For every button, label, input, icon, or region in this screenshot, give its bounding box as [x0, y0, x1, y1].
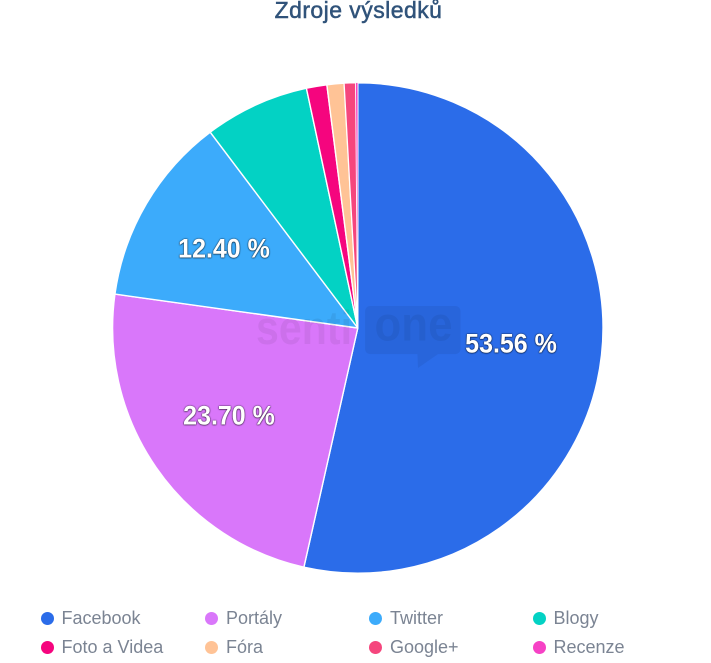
svg-text:one: one — [375, 299, 453, 352]
svg-text:senti: senti — [256, 301, 352, 354]
